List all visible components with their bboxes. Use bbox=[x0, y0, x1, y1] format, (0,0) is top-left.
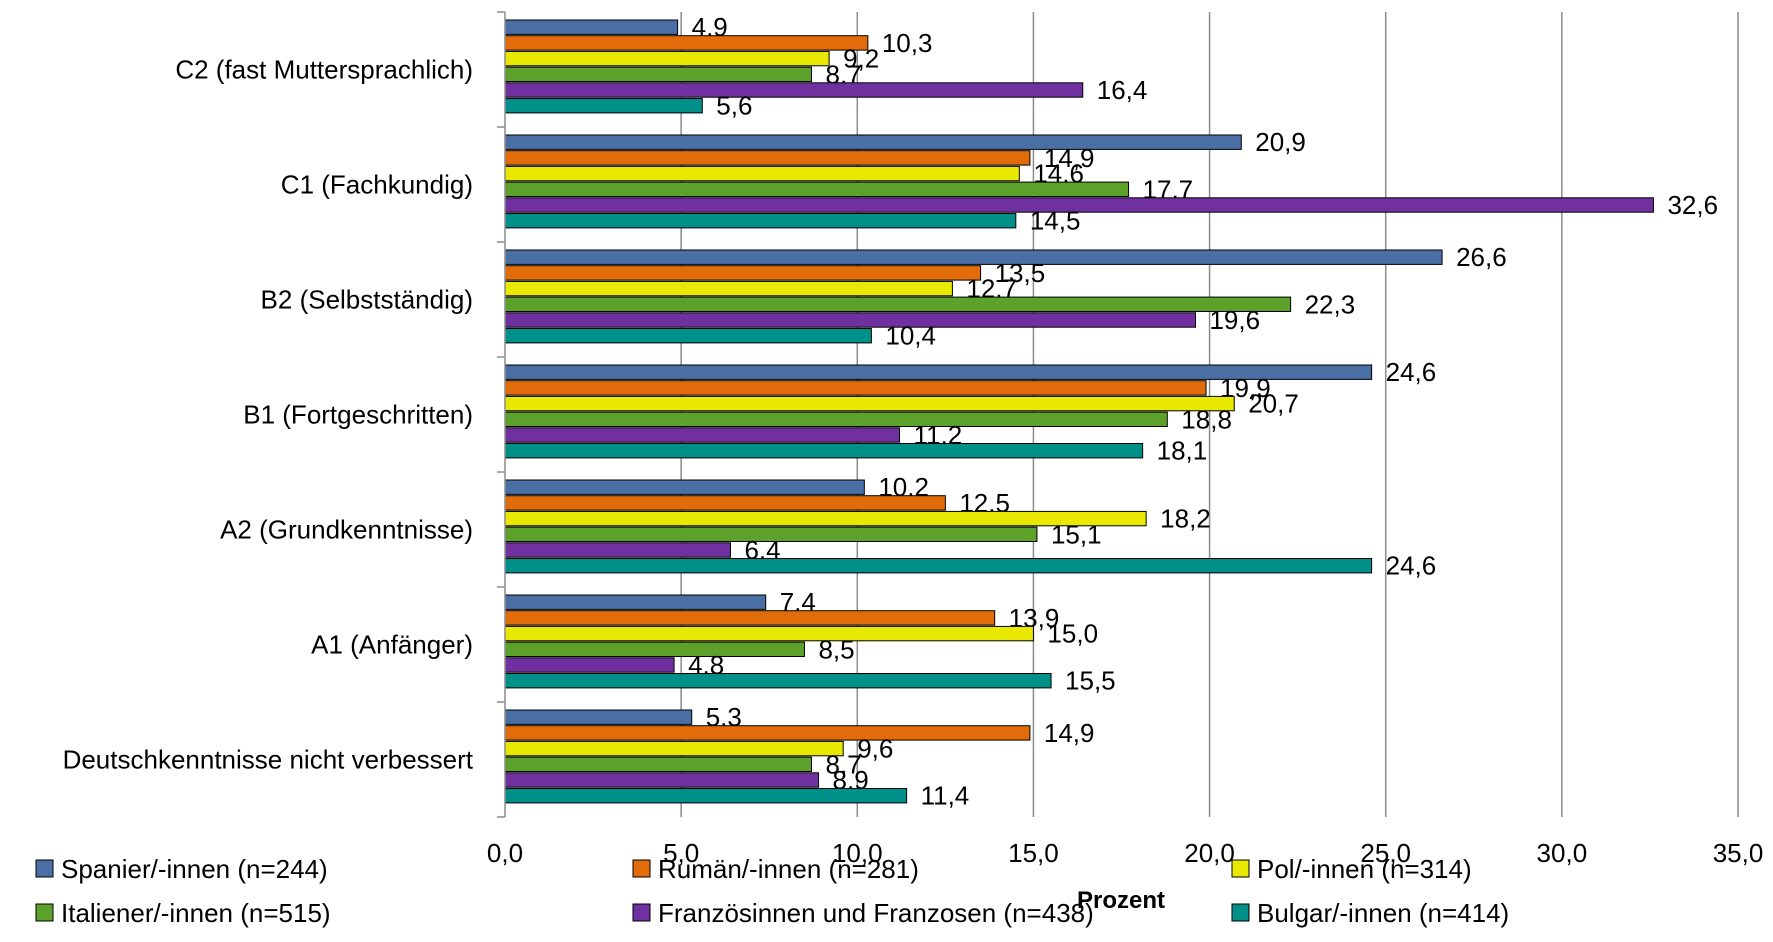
y-axis bbox=[497, 11, 506, 818]
bar bbox=[504, 296, 1292, 313]
data-label: 10,4 bbox=[885, 321, 936, 351]
data-label: 15,0 bbox=[1047, 619, 1098, 649]
x-tick-label: 30,0 bbox=[1537, 838, 1588, 868]
bar bbox=[504, 280, 953, 297]
data-label: 10,3 bbox=[882, 28, 933, 58]
data-label: 18,1 bbox=[1157, 436, 1208, 466]
bar bbox=[504, 98, 703, 114]
x-tick-label: 5,0 bbox=[663, 838, 699, 868]
x-tick-labels: 0,0 5,0 10,0 15,0 20,0 25,0 30,0 35,0 bbox=[487, 838, 1763, 868]
bar bbox=[504, 312, 1196, 328]
x-tick-label: 10,0 bbox=[832, 838, 883, 868]
bar bbox=[504, 411, 1168, 428]
data-label: 19,6 bbox=[1209, 305, 1260, 335]
category-label: A1 (Anfänger) bbox=[311, 630, 473, 660]
data-label: 5,6 bbox=[716, 91, 752, 121]
x-tick-label: 15,0 bbox=[1008, 838, 1059, 868]
legend-swatch bbox=[1231, 859, 1250, 878]
data-label: 18,8 bbox=[1181, 404, 1232, 434]
bar bbox=[504, 328, 872, 344]
data-label: 22,3 bbox=[1305, 289, 1356, 319]
bar bbox=[504, 380, 1207, 396]
x-tick-label: 0,0 bbox=[487, 838, 523, 868]
data-label: 24,6 bbox=[1386, 357, 1437, 387]
bar bbox=[504, 427, 901, 443]
category-label: C2 (fast Muttersprachlich) bbox=[175, 55, 473, 85]
data-label: 15,5 bbox=[1065, 666, 1116, 696]
data-label: 16,4 bbox=[1097, 75, 1148, 105]
data-label: 8,7 bbox=[825, 749, 861, 779]
bar bbox=[504, 66, 812, 82]
bar bbox=[504, 249, 1443, 265]
bar bbox=[504, 725, 1031, 741]
bar bbox=[504, 673, 1052, 689]
data-label: 14,9 bbox=[1044, 143, 1095, 173]
x-tick-label: 35,0 bbox=[1713, 838, 1764, 868]
data-label: 11,4 bbox=[921, 781, 970, 811]
data-label: 15,1 bbox=[1051, 519, 1102, 549]
bar bbox=[504, 740, 844, 757]
data-label: 9,6 bbox=[857, 734, 893, 764]
x-tick-label: 20,0 bbox=[1184, 838, 1235, 868]
x-axis-title: Prozent bbox=[1077, 887, 1165, 914]
bar bbox=[504, 594, 767, 610]
data-label: 9,2 bbox=[843, 44, 879, 74]
data-label: 14,5 bbox=[1030, 206, 1081, 236]
bar bbox=[504, 610, 996, 626]
legend-swatch bbox=[35, 903, 54, 922]
data-label: 18,2 bbox=[1160, 504, 1211, 534]
bar bbox=[504, 443, 1144, 459]
category-label: A2 (Grundkenntnisse) bbox=[220, 515, 473, 545]
bar bbox=[504, 788, 908, 804]
bar bbox=[504, 542, 731, 558]
bar bbox=[504, 165, 1020, 182]
bars: 4,920,926,624,610,27,45,310,314,913,519,… bbox=[504, 12, 1718, 811]
legend-label: Italiener/-innen (n=515) bbox=[61, 898, 331, 928]
data-label: 32,6 bbox=[1667, 190, 1718, 220]
legend-label: Bulgar/-innen (n=414) bbox=[1257, 898, 1509, 928]
bar bbox=[504, 641, 805, 657]
bar bbox=[504, 558, 1373, 574]
data-label: 13,5 bbox=[995, 258, 1046, 288]
legend-label: Pol/-innen (n=314) bbox=[1257, 854, 1472, 884]
bar bbox=[504, 395, 1235, 412]
bar bbox=[504, 709, 693, 725]
legend: Spanier/-innen (n=244) Rumän/-innen (n=28… bbox=[35, 854, 1509, 928]
legend-label: Rumän/-innen (n=281) bbox=[658, 854, 919, 884]
bar bbox=[504, 150, 1031, 166]
bar bbox=[504, 19, 679, 35]
bar bbox=[504, 213, 1017, 229]
x-tick-label: 25,0 bbox=[1360, 838, 1411, 868]
legend-swatch bbox=[1231, 903, 1250, 922]
bar bbox=[504, 772, 820, 788]
bar bbox=[504, 495, 946, 511]
category-labels: C2 (fast Muttersprachlich) C1 (Fachkundig… bbox=[63, 55, 474, 775]
legend-swatch bbox=[632, 859, 651, 878]
legend-label: Spanier/-innen (n=244) bbox=[61, 854, 328, 884]
legend-swatch bbox=[35, 859, 54, 878]
bar bbox=[504, 657, 675, 673]
bar bbox=[504, 479, 865, 495]
bar bbox=[504, 181, 1130, 198]
data-label: 26,6 bbox=[1456, 242, 1507, 272]
bar bbox=[504, 35, 869, 51]
bar bbox=[504, 756, 812, 772]
bar bbox=[504, 625, 1034, 642]
bar bbox=[504, 265, 982, 281]
bar bbox=[504, 50, 830, 67]
data-label: 24,6 bbox=[1386, 551, 1437, 581]
data-label: 14,9 bbox=[1044, 718, 1095, 748]
bar bbox=[504, 82, 1084, 98]
legend-label: Französinnen und Franzosen (n=438) bbox=[658, 898, 1094, 928]
data-label: 8,5 bbox=[818, 634, 854, 664]
data-label: 20,9 bbox=[1255, 127, 1306, 157]
legend-swatch bbox=[632, 903, 651, 922]
bar bbox=[504, 134, 1242, 150]
data-label: 20,7 bbox=[1248, 389, 1299, 419]
category-label: B1 (Fortgeschritten) bbox=[243, 400, 473, 430]
category-label: B2 (Selbstständig) bbox=[261, 285, 473, 315]
category-label: C1 (Fachkundig) bbox=[281, 170, 473, 200]
category-label: Deutschkenntnisse nicht verbessert bbox=[63, 745, 474, 775]
